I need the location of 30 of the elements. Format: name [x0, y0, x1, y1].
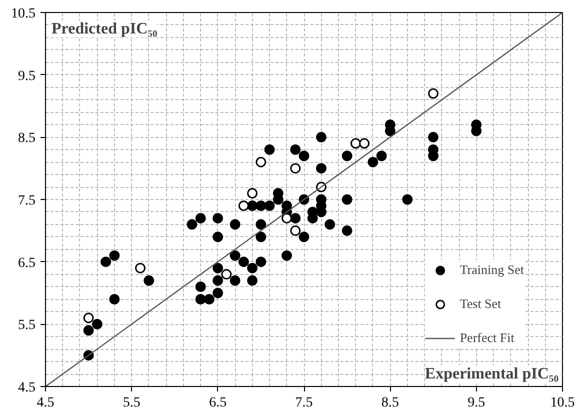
y-tick-label: 5.5 [18, 318, 36, 334]
point [221, 269, 232, 280]
legend-label: Perfect Fit [460, 330, 514, 346]
point [247, 188, 258, 199]
x-tick-label: 10.5 [550, 396, 575, 410]
point [350, 138, 361, 149]
point [238, 200, 249, 211]
y-tick-label: 9.5 [18, 68, 36, 84]
y-tick-label: 10.5 [11, 6, 36, 22]
x-tick-label: 6.5 [209, 396, 227, 410]
y-tick-label: 6.5 [18, 256, 36, 271]
point [428, 88, 438, 99]
x-tick-label: 4.5 [36, 396, 54, 410]
legend-label: Test Set [460, 296, 502, 312]
y-axis-title: Predicted pIC₅₀ [52, 20, 158, 38]
y-tick-label: 4.5 [18, 380, 36, 396]
x-axis-title: Experimental pIC₅₀ [424, 366, 559, 382]
point [256, 156, 266, 168]
point [290, 163, 301, 174]
point [83, 312, 94, 324]
x-tick-label: 5.5 [122, 396, 140, 410]
x-tick-label: 8.5 [381, 396, 399, 410]
x-tick-label: 7.5 [295, 396, 313, 410]
point [290, 225, 301, 236]
legend-label: Training Set [460, 262, 524, 278]
y-tick-label: 7.5 [18, 194, 36, 208]
x-tick-label: 9.5 [468, 396, 486, 410]
point [359, 138, 370, 149]
point [135, 262, 146, 274]
y-tick-label: 8.5 [18, 131, 36, 146]
